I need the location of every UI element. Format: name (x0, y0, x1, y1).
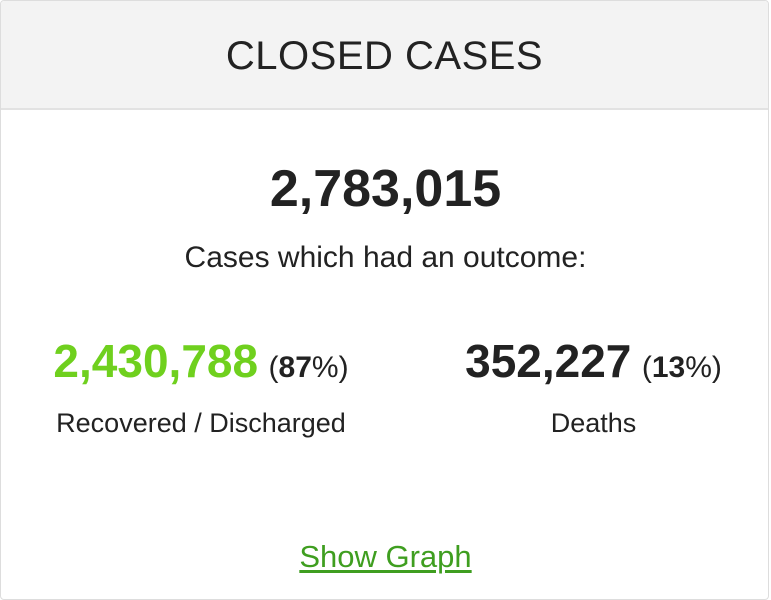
deaths-percent: (13%) (642, 351, 722, 384)
recovered-percent-close: %) (311, 351, 349, 384)
show-graph-link[interactable]: Show Graph (299, 539, 472, 574)
closed-cases-total: 2,783,015 (269, 160, 502, 218)
deaths-percent-close: %) (685, 351, 722, 384)
deaths-percent-open: ( (641, 351, 652, 384)
deaths-line: 352,227 (13%) (421, 333, 766, 401)
recovered-percent-value: 87 (278, 351, 312, 384)
deaths-count: 352,227 (465, 335, 632, 387)
show-graph-container: Show Graph (1, 537, 768, 583)
deaths-stat: 352,227 (13%) Deaths (421, 333, 766, 441)
recovered-percent: (87%) (269, 351, 349, 384)
deaths-label: Deaths (550, 408, 637, 438)
recovered-label: Recovered / Discharged (56, 408, 346, 438)
panel-title: CLOSED CASES (225, 34, 544, 78)
recovered-stat: 2,430,788 (87%) Recovered / Discharged (1, 333, 401, 441)
panel-header: CLOSED CASES (1, 1, 768, 110)
recovered-count: 2,430,788 (53, 335, 259, 387)
recovered-line: 2,430,788 (87%) (1, 333, 401, 401)
closed-cases-subtitle: Cases which had an outcome: (184, 241, 587, 274)
deaths-percent-value: 13 (651, 351, 686, 384)
recovered-percent-open: ( (268, 351, 279, 384)
